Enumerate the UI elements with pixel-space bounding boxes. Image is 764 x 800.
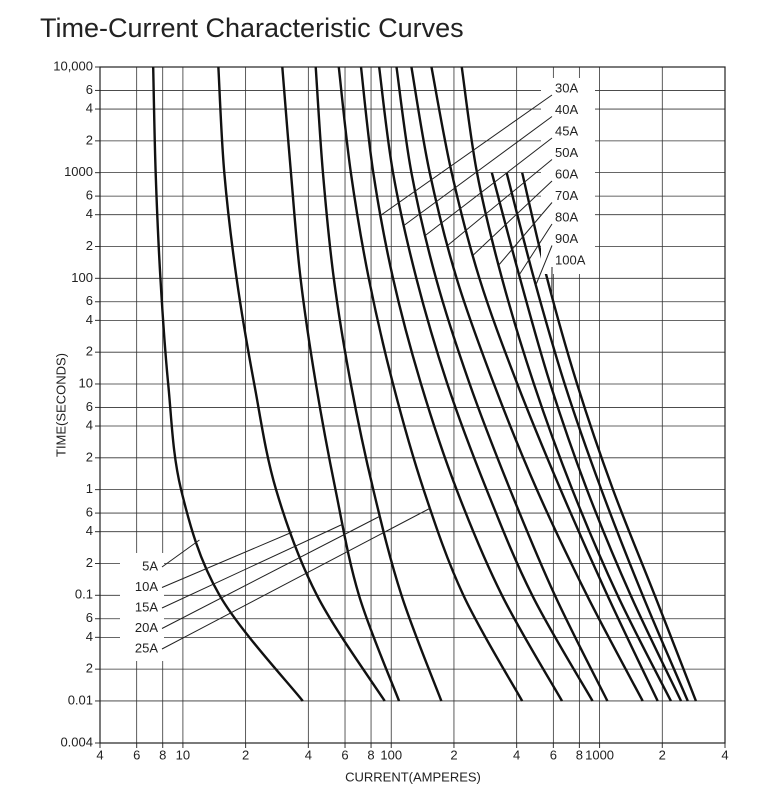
fuse-curve	[281, 66, 401, 702]
curve-label: 30A	[555, 80, 578, 95]
y-tick-label: 4	[86, 312, 93, 327]
y-tick-label: 1000	[64, 164, 93, 179]
curve-label: 70A	[555, 188, 578, 203]
x-tick-label: 2	[242, 747, 249, 762]
y-tick-label: 4	[86, 417, 93, 432]
label-box	[541, 78, 595, 274]
y-tick-label: 2	[86, 555, 93, 570]
plot-frame	[99, 66, 726, 744]
y-axis-label: TIME(SECONDS)	[53, 353, 68, 457]
y-tick-label: 2	[86, 344, 93, 359]
y-tick-label: 2	[86, 238, 93, 253]
label-box	[120, 553, 164, 661]
y-tick-label: 6	[86, 188, 93, 203]
x-tick-label: 4	[513, 747, 520, 762]
fuse-curve	[314, 66, 443, 702]
curve-label: 15A	[135, 599, 158, 614]
curve-label: 45A	[555, 123, 578, 138]
y-tick-label: 10	[79, 375, 93, 390]
curve-label: 50A	[555, 145, 578, 160]
curve-label: 5A	[142, 558, 158, 573]
y-tick-label: 2	[86, 449, 93, 464]
leader-line	[472, 180, 553, 256]
y-tick-label: 0.004	[60, 734, 93, 749]
y-tick-label: 6	[86, 82, 93, 97]
x-tick-label: 6	[550, 747, 557, 762]
x-tick-label: 8	[159, 747, 166, 762]
leader-line	[161, 523, 344, 609]
x-tick-label: 100	[380, 747, 402, 762]
y-tick-label: 6	[86, 399, 93, 414]
x-tick-label: 4	[305, 747, 312, 762]
y-tick-label: 2	[86, 661, 93, 676]
curve-label: 90A	[555, 231, 578, 246]
leader-line	[161, 539, 200, 568]
y-tick-label: 10,000	[53, 58, 93, 73]
leader-line	[498, 202, 553, 266]
y-tick-label: 6	[86, 505, 93, 520]
y-tick-label: 6	[86, 610, 93, 625]
y-tick-label: 4	[86, 100, 93, 115]
y-tick-label: 0.1	[75, 587, 93, 602]
fuse-curve	[377, 66, 594, 702]
curve-label: 100A	[555, 252, 586, 267]
leader-line	[404, 116, 553, 226]
curve-label: 20A	[135, 620, 158, 635]
fuse-curve	[217, 66, 386, 702]
x-tick-label: 8	[576, 747, 583, 762]
leader-line	[425, 137, 553, 236]
x-tick-label: 2	[659, 747, 666, 762]
leader-line	[380, 94, 553, 216]
fuse-curve	[337, 66, 524, 702]
x-tick-label: 6	[133, 747, 140, 762]
x-tick-label: 4	[721, 747, 728, 762]
fuse-curve	[430, 66, 659, 702]
fuse-curve	[505, 172, 689, 702]
y-tick-label: 4	[86, 629, 93, 644]
y-tick-label: 0.01	[68, 692, 93, 707]
fuse-curve	[460, 66, 672, 702]
x-tick-label: 4	[96, 747, 103, 762]
leader-line	[161, 515, 381, 629]
leader-line	[447, 159, 553, 246]
y-tick-label: 6	[86, 293, 93, 308]
x-tick-label: 10	[176, 747, 190, 762]
y-tick-label: 1	[86, 481, 93, 496]
curve-label: 10A	[135, 579, 158, 594]
y-tick-label: 2	[86, 132, 93, 147]
leader-line	[518, 223, 553, 276]
x-tick-label: 1000	[585, 747, 614, 762]
x-tick-label: 8	[367, 747, 374, 762]
curve-label: 60A	[555, 166, 578, 181]
x-axis-label: CURRENT(AMPERES)	[345, 769, 481, 784]
y-tick-label: 100	[71, 270, 93, 285]
y-tick-label: 4	[86, 523, 93, 538]
fuse-curve	[490, 172, 683, 702]
curve-label: 25A	[135, 640, 158, 655]
fuse-curve	[395, 66, 609, 702]
leader-line	[161, 507, 431, 650]
curve-label: 80A	[555, 209, 578, 224]
x-tick-label: 2	[450, 747, 457, 762]
curve-label: 40A	[555, 102, 578, 117]
leader-line	[535, 245, 553, 286]
chart-title: Time-Current Characteristic Curves	[40, 13, 464, 43]
fuse-curve	[359, 66, 564, 702]
fuse-curve	[151, 66, 304, 702]
leader-line	[161, 531, 293, 588]
x-tick-label: 6	[341, 747, 348, 762]
y-tick-label: 4	[86, 206, 93, 221]
fuse-curve	[410, 66, 644, 702]
